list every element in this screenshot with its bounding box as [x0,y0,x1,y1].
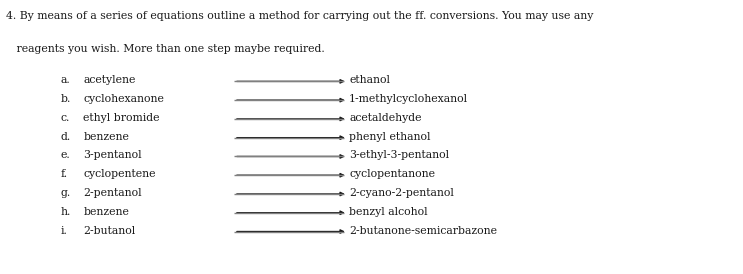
Text: benzyl alcohol: benzyl alcohol [349,207,428,217]
Text: cyclopentene: cyclopentene [83,169,156,179]
Text: benzene: benzene [83,207,129,217]
Text: 2-butanone-semicarbazone: 2-butanone-semicarbazone [349,226,497,235]
Text: 2-pentanol: 2-pentanol [83,188,142,198]
Text: ethanol: ethanol [349,75,390,85]
Text: b.: b. [61,94,71,104]
Text: 1-methylcyclohexanol: 1-methylcyclohexanol [349,94,468,104]
Text: acetaldehyde: acetaldehyde [349,113,422,123]
Text: f.: f. [61,169,68,179]
Text: h.: h. [61,207,71,217]
Text: c.: c. [61,113,71,123]
Text: acetylene: acetylene [83,75,135,85]
Text: 2-cyano-2-pentanol: 2-cyano-2-pentanol [349,188,454,198]
Text: 4. By means of a series of equations outline a method for carrying out the ff. c: 4. By means of a series of equations out… [6,11,594,21]
Text: 3-pentanol: 3-pentanol [83,150,142,160]
Text: cyclopentanone: cyclopentanone [349,169,435,179]
Text: ethyl bromide: ethyl bromide [83,113,160,123]
Text: 2-butanol: 2-butanol [83,226,135,235]
Text: benzene: benzene [83,132,129,142]
Text: phenyl ethanol: phenyl ethanol [349,132,431,142]
Text: d.: d. [61,132,71,142]
Text: i.: i. [61,226,68,235]
Text: a.: a. [61,75,71,85]
Text: e.: e. [61,150,71,160]
Text: reagents you wish. More than one step maybe required.: reagents you wish. More than one step ma… [6,44,325,54]
Text: 3-ethyl-3-pentanol: 3-ethyl-3-pentanol [349,150,450,160]
Text: cyclohexanone: cyclohexanone [83,94,164,104]
Text: g.: g. [61,188,71,198]
